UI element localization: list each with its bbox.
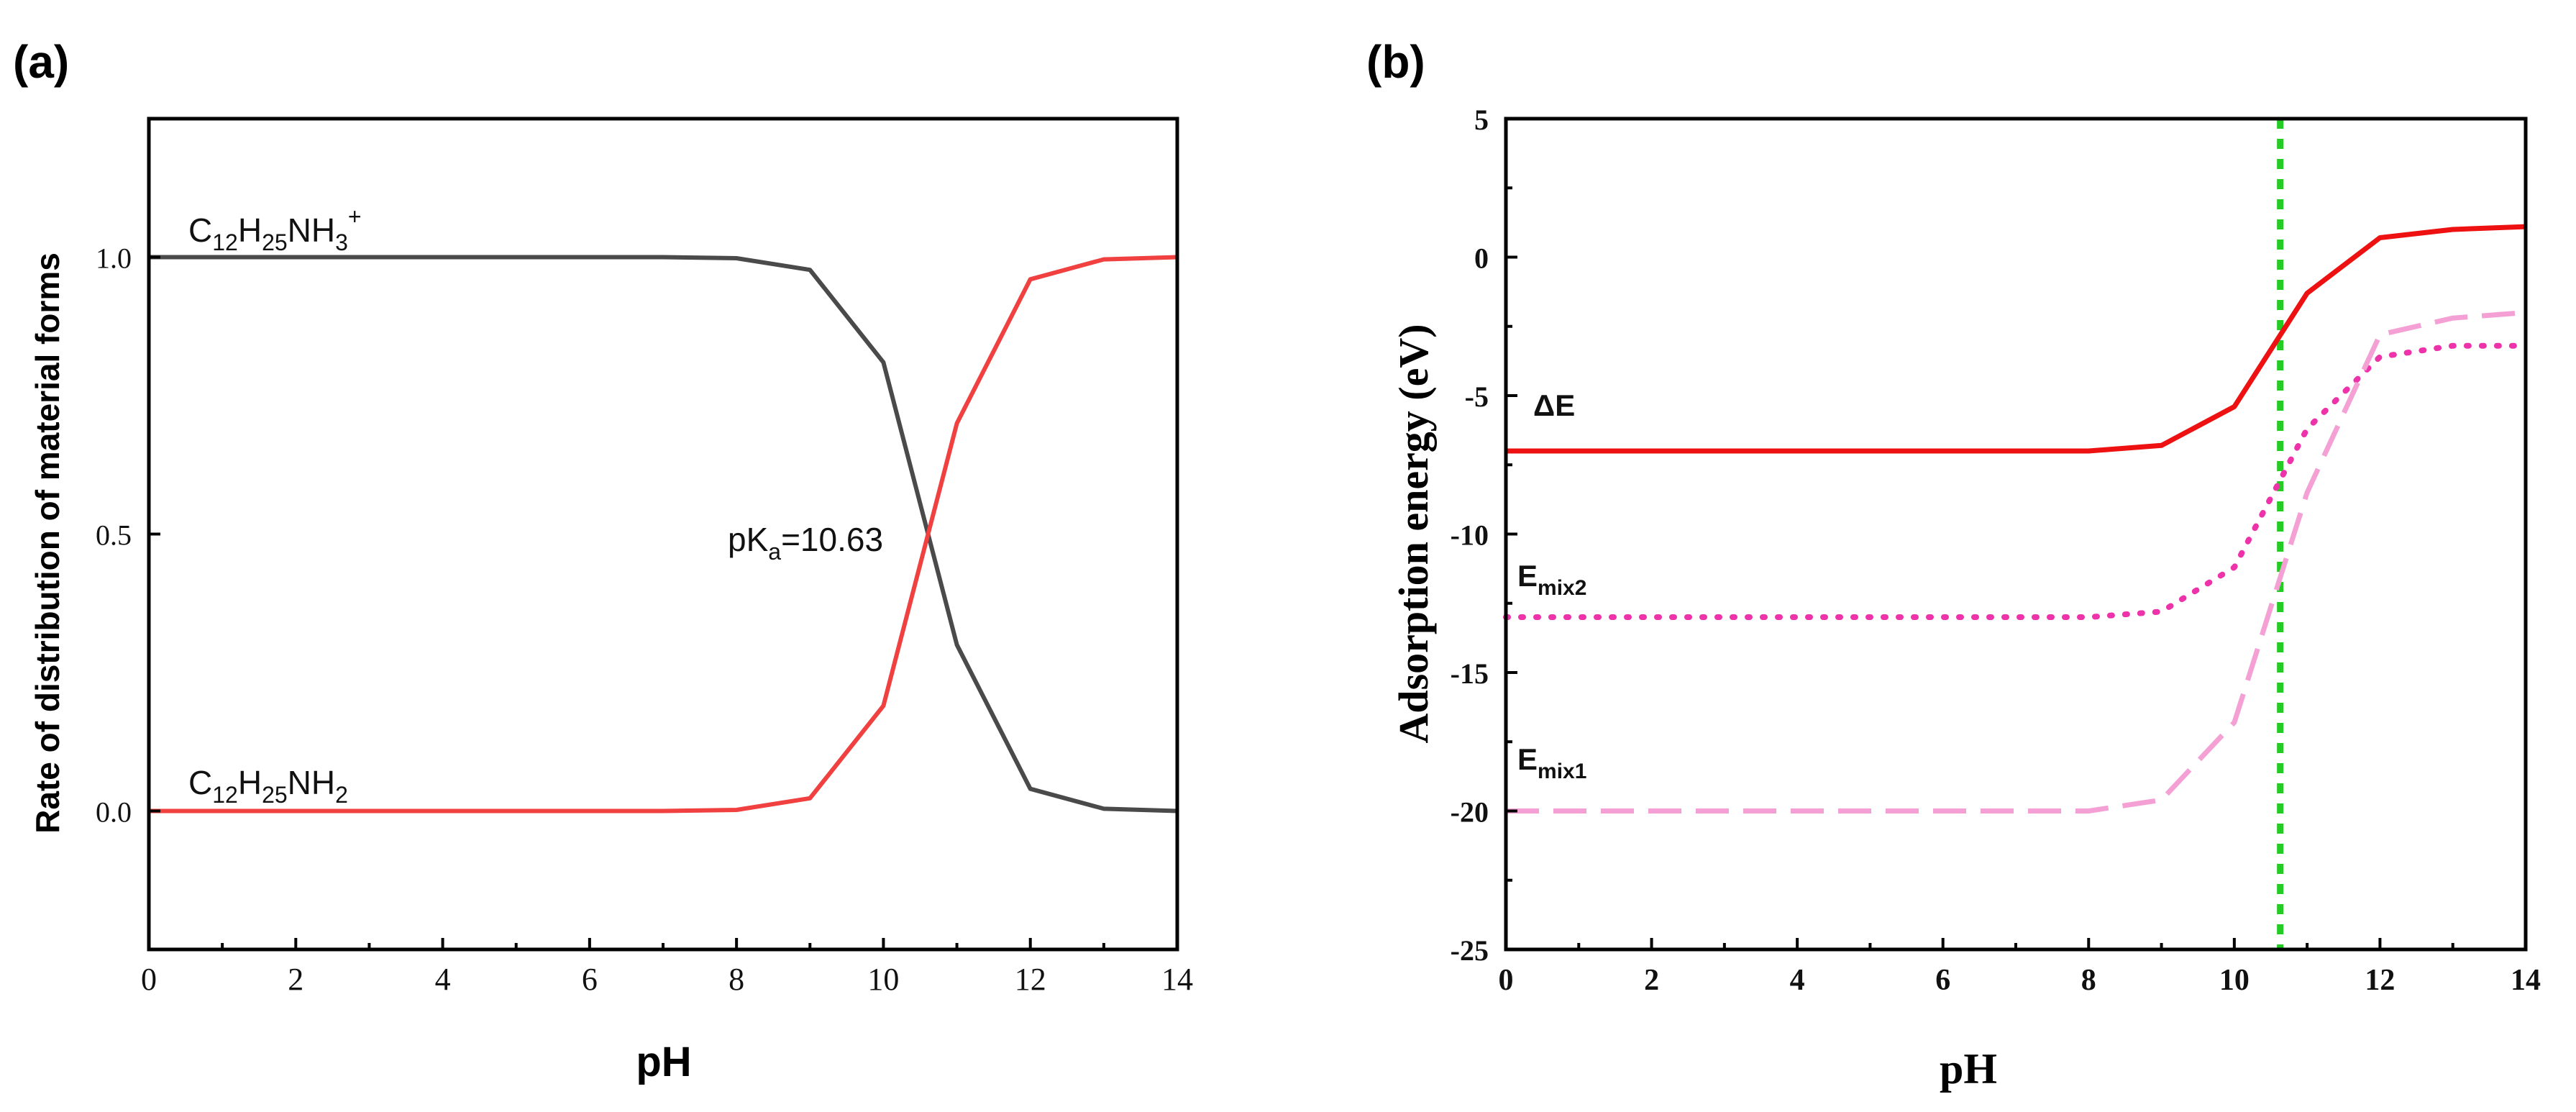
annotation-emix2-label: Emix2 <box>1517 559 1586 600</box>
neutral-sub-25: 25 <box>262 782 288 808</box>
x-tick-label: 8 <box>729 962 744 997</box>
panel-b-y-axis-title: Adsorption energy (eV) <box>1390 324 1437 743</box>
panel-a-plot-area <box>149 255 1178 814</box>
x-tick-label: 4 <box>435 962 451 997</box>
panel-a: (a) 0 2 4 6 8 10 12 14 0.0 0.5 1.0 pH Rate of dis… <box>13 36 1193 1085</box>
panel-b-frame <box>1504 117 2528 952</box>
emix2-e: E <box>1517 559 1538 593</box>
cation-h: H <box>238 211 262 249</box>
panel-a-x-axis-title: pH <box>636 1039 691 1085</box>
neutral-c: C <box>188 764 212 801</box>
x-tick-label: 6 <box>582 962 598 997</box>
y-tick-label: -20 <box>1451 796 1489 829</box>
x-tick-label: 8 <box>2081 964 2096 997</box>
x-tick-label: 14 <box>1161 962 1193 997</box>
panel-b-y-axis-ticks: -25 -20 -15 -10 -5 0 5 <box>1451 104 1517 967</box>
x-tick-label: 10 <box>867 962 899 997</box>
annotation-delta-e-label: ΔE <box>1533 388 1575 422</box>
annotation-pka-label: pKa=10.63 <box>728 521 883 565</box>
pka-pk: pK <box>728 521 769 558</box>
x-tick-label: 0 <box>1499 964 1514 997</box>
x-tick-label: 4 <box>1790 964 1805 997</box>
neutral-h: H <box>238 764 262 801</box>
y-tick-label: 0.5 <box>96 519 132 552</box>
x-tick-label: 12 <box>2365 964 2395 997</box>
y-tick-label: -15 <box>1451 657 1489 690</box>
series-line-2 <box>149 255 1178 814</box>
cation-sub-25: 25 <box>262 229 288 255</box>
panel-a-y-axis-title: Rate of distribution of material forms <box>29 252 66 834</box>
y-tick-label: 1.0 <box>96 242 132 275</box>
panel-a-x-axis-ticks: 0 2 4 6 8 10 12 14 <box>141 938 1193 997</box>
neutral-sub-2: 2 <box>335 782 348 808</box>
cation-sub-3: 3 <box>335 229 348 255</box>
series-line-2 <box>1503 342 2529 620</box>
x-tick-label: 14 <box>2511 964 2541 997</box>
annotation-cation-label: C12H25NH3+ <box>188 204 362 255</box>
panel-a-label: (a) <box>13 36 69 88</box>
panel-b: (b) 0 2 4 6 8 10 12 14 -25 -20 -15 -10 -5 0 5 pH Adso… <box>1366 36 2541 1093</box>
x-tick-label: 10 <box>2219 964 2250 997</box>
neutral-nh: NH <box>288 764 335 801</box>
emix1-sub: mix1 <box>1538 760 1586 783</box>
pka-value: =10.63 <box>781 521 883 558</box>
panel-b-plot-area <box>1503 119 2529 949</box>
panel-b-label: (b) <box>1366 36 1425 88</box>
pka-sub-a: a <box>768 539 781 565</box>
panel-b-x-axis-title: pH <box>1940 1045 1997 1093</box>
y-tick-label: -25 <box>1451 934 1489 967</box>
neutral-sub-12: 12 <box>212 782 238 808</box>
cation-sup-plus: + <box>348 204 362 229</box>
x-tick-label: 12 <box>1015 962 1046 997</box>
emix1-e: E <box>1517 742 1538 776</box>
y-tick-label: 5 <box>1474 104 1489 136</box>
emix2-sub: mix2 <box>1538 576 1586 600</box>
x-tick-label: 2 <box>288 962 303 997</box>
series-line-1 <box>149 255 1178 814</box>
y-tick-label: 0.0 <box>96 796 132 829</box>
panel-a-frame <box>147 117 1179 952</box>
annotation-neutral-label: C12H25NH2 <box>188 764 348 808</box>
x-tick-label: 6 <box>1935 964 1950 997</box>
y-tick-label: -5 <box>1465 380 1489 413</box>
panel-b-x-axis-ticks: 0 2 4 6 8 10 12 14 <box>1499 938 2541 997</box>
series-line-1 <box>1506 224 2526 454</box>
y-tick-label: 0 <box>1474 242 1489 275</box>
cation-nh: NH <box>288 211 335 249</box>
x-tick-label: 2 <box>1644 964 1659 997</box>
x-tick-label: 0 <box>141 962 157 997</box>
y-tick-label: -10 <box>1451 519 1489 552</box>
panel-a-y-axis-ticks: 0.0 0.5 1.0 <box>96 242 160 829</box>
cation-sub-12: 12 <box>212 229 238 255</box>
series-line-3 <box>1506 310 2526 814</box>
annotation-emix1-label: Emix1 <box>1517 742 1586 783</box>
cation-c: C <box>188 211 212 249</box>
